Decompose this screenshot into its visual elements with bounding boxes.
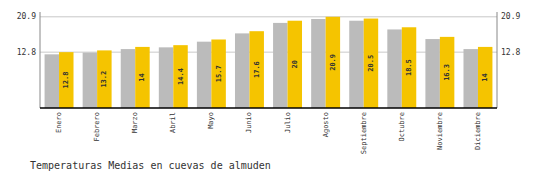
bar (197, 42, 211, 108)
data-label: 14 (481, 73, 489, 81)
data-label: 14 (138, 73, 146, 81)
bar (173, 45, 187, 108)
bar (288, 21, 302, 108)
data-label: 16.3 (443, 64, 451, 81)
y-axis-line (40, 12, 41, 108)
x-tick-label: Noviembre (436, 112, 444, 150)
bar (349, 21, 363, 108)
bar (478, 47, 492, 108)
x-tick-label: Marzo (131, 112, 139, 133)
bar (211, 39, 225, 108)
baseline (40, 107, 497, 109)
bar (311, 19, 325, 108)
x-tick-label: Junio (245, 112, 253, 133)
grid-line (40, 16, 497, 17)
bar (159, 47, 173, 108)
x-tick-label: Agosto (322, 112, 330, 137)
y2-tick-label: 20.9 (501, 12, 520, 21)
bar (425, 39, 439, 108)
bar (235, 33, 249, 108)
title: Temperaturas Medias en cuevas de almuden (30, 160, 271, 171)
x-tick-label: Septiembre (360, 112, 368, 154)
x-tick-label: Julio (284, 112, 292, 133)
bar (326, 17, 340, 108)
bar (463, 49, 477, 108)
data-label: 20 (291, 60, 299, 68)
bar (121, 49, 135, 108)
bar (364, 19, 378, 108)
bar (440, 37, 454, 108)
x-tick-label: Mayo (207, 112, 215, 129)
bars (45, 17, 493, 108)
data-label: 14.4 (177, 68, 185, 85)
bar (45, 54, 59, 108)
bar (402, 27, 416, 108)
bar (249, 31, 263, 108)
data-label: 12.8 (62, 72, 70, 89)
x-tick-label: Abril (169, 112, 177, 133)
data-label: 20.5 (367, 55, 375, 72)
data-label: 20.9 (329, 54, 337, 71)
x-tick-label: Octubre (398, 112, 406, 142)
bar (387, 29, 401, 108)
y-tick-label: 20.9 (17, 12, 36, 21)
y-tick-label: 12.8 (17, 48, 36, 57)
x-tick-label: Diciembre (474, 112, 482, 150)
chart: 12.8 13.2 14 14.4 15.7 17.6 20 20.9 20.5 18.5 16.3… (0, 0, 537, 174)
bar (83, 53, 97, 108)
y2-tick-label: 12.8 (501, 48, 520, 57)
data-label: 18.5 (405, 59, 413, 76)
x-tick-label: Enero (55, 112, 63, 133)
bar (135, 47, 149, 108)
bar (273, 23, 287, 108)
y2-axis-line (497, 12, 498, 108)
data-label: 17.6 (253, 61, 261, 78)
data-label: 15.7 (215, 65, 223, 82)
x-tick-label: Febrero (93, 112, 101, 142)
data-label: 13.2 (100, 71, 108, 88)
bar (97, 50, 111, 108)
bar (59, 52, 73, 108)
